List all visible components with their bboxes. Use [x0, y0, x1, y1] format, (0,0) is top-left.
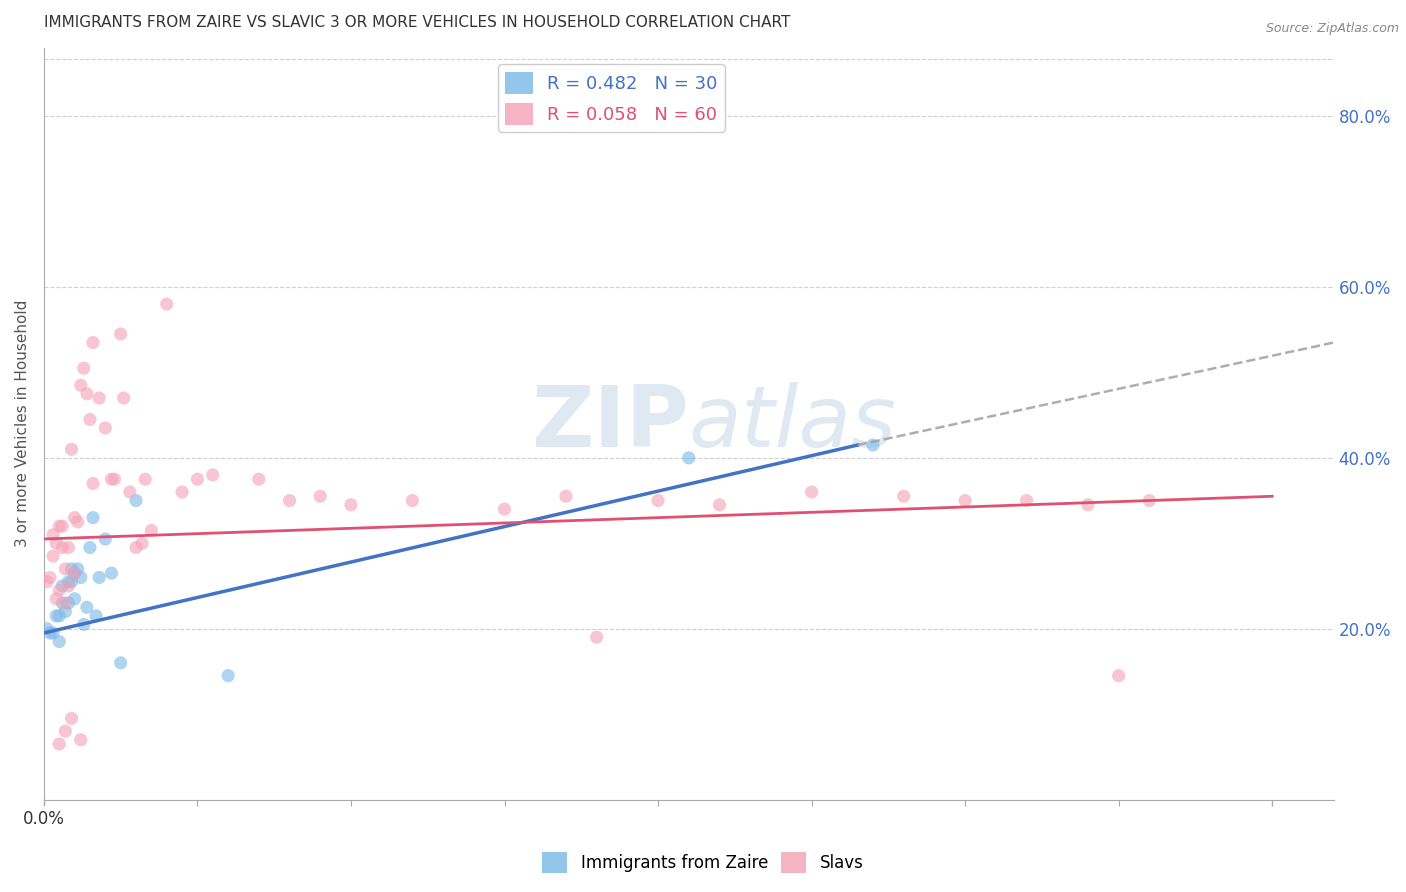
- Point: [862, 438, 884, 452]
- Point: [1108, 668, 1130, 682]
- Point: [247, 472, 270, 486]
- Text: IMMIGRANTS FROM ZAIRE VS SLAVIC 3 OR MORE VEHICLES IN HOUSEHOLD CORRELATION CHAR: IMMIGRANTS FROM ZAIRE VS SLAVIC 3 OR MOR…: [44, 15, 790, 30]
- Point: [63, 566, 86, 581]
- Point: [45, 536, 67, 550]
- Point: [186, 472, 208, 486]
- Point: [110, 326, 132, 341]
- Point: [112, 391, 135, 405]
- Point: [58, 574, 80, 589]
- Point: [35, 574, 58, 589]
- Point: [125, 493, 148, 508]
- Point: [42, 527, 65, 541]
- Point: [585, 630, 607, 644]
- Point: [89, 391, 111, 405]
- Point: [69, 570, 91, 584]
- Point: [278, 493, 301, 508]
- Point: [555, 489, 578, 503]
- Point: [125, 541, 148, 555]
- Point: [63, 510, 86, 524]
- Point: [48, 519, 70, 533]
- Point: [1137, 493, 1160, 508]
- Point: [134, 472, 156, 486]
- Point: [94, 532, 117, 546]
- Point: [51, 579, 73, 593]
- Point: [118, 485, 141, 500]
- Point: [55, 596, 77, 610]
- Point: [103, 472, 125, 486]
- Point: [60, 562, 83, 576]
- Point: [69, 732, 91, 747]
- Point: [79, 541, 101, 555]
- Text: atlas: atlas: [689, 382, 897, 466]
- Point: [51, 541, 73, 555]
- Point: [60, 442, 83, 457]
- Point: [48, 583, 70, 598]
- Point: [82, 335, 104, 350]
- Point: [340, 498, 363, 512]
- Point: [55, 724, 77, 739]
- Point: [60, 711, 83, 725]
- Point: [42, 549, 65, 563]
- Point: [309, 489, 332, 503]
- Y-axis label: 3 or more Vehicles in Household: 3 or more Vehicles in Household: [15, 300, 30, 548]
- Point: [110, 656, 132, 670]
- Point: [55, 562, 77, 576]
- Point: [73, 361, 96, 376]
- Point: [58, 579, 80, 593]
- Point: [82, 510, 104, 524]
- Point: [76, 600, 98, 615]
- Point: [58, 541, 80, 555]
- Point: [39, 570, 62, 584]
- Point: [401, 493, 423, 508]
- Point: [45, 591, 67, 606]
- Point: [63, 591, 86, 606]
- Point: [141, 524, 163, 538]
- Point: [76, 386, 98, 401]
- Point: [494, 502, 516, 516]
- Point: [63, 566, 86, 581]
- Point: [89, 570, 111, 584]
- Point: [79, 412, 101, 426]
- Point: [69, 378, 91, 392]
- Point: [201, 467, 224, 482]
- Point: [48, 608, 70, 623]
- Point: [51, 519, 73, 533]
- Point: [131, 536, 153, 550]
- Point: [217, 668, 239, 682]
- Point: [48, 634, 70, 648]
- Point: [800, 485, 823, 500]
- Point: [709, 498, 731, 512]
- Point: [100, 472, 122, 486]
- Point: [1077, 498, 1099, 512]
- Point: [678, 450, 700, 465]
- Point: [647, 493, 669, 508]
- Point: [35, 622, 58, 636]
- Point: [42, 626, 65, 640]
- Point: [94, 421, 117, 435]
- Point: [156, 297, 179, 311]
- Point: [1015, 493, 1038, 508]
- Point: [60, 574, 83, 589]
- Point: [39, 626, 62, 640]
- Text: Source: ZipAtlas.com: Source: ZipAtlas.com: [1265, 22, 1399, 36]
- Legend: R = 0.482   N = 30, R = 0.058   N = 60: R = 0.482 N = 30, R = 0.058 N = 60: [498, 64, 724, 132]
- Point: [82, 476, 104, 491]
- Point: [170, 485, 193, 500]
- Point: [66, 562, 89, 576]
- Point: [55, 605, 77, 619]
- Text: ZIP: ZIP: [531, 382, 689, 466]
- Legend: Immigrants from Zaire, Slavs: Immigrants from Zaire, Slavs: [536, 846, 870, 880]
- Point: [45, 608, 67, 623]
- Point: [893, 489, 915, 503]
- Point: [73, 617, 96, 632]
- Point: [100, 566, 122, 581]
- Point: [953, 493, 976, 508]
- Point: [84, 608, 107, 623]
- Point: [48, 737, 70, 751]
- Point: [51, 596, 73, 610]
- Point: [58, 596, 80, 610]
- Point: [66, 515, 89, 529]
